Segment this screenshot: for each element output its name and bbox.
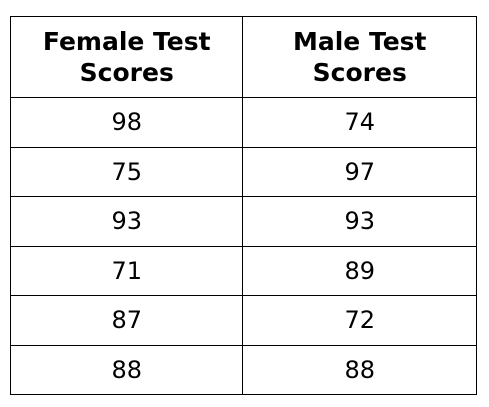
header-line: Female Test xyxy=(42,27,211,56)
table-row: 75 97 xyxy=(9,146,477,197)
female-score-cell: 87 xyxy=(9,295,244,346)
table-row: 88 88 xyxy=(9,344,477,395)
male-score-cell: 72 xyxy=(242,295,477,346)
male-score-cell: 89 xyxy=(242,245,477,296)
header-row: Female Test Scores Male Test Scores xyxy=(9,16,477,98)
table-row: 93 93 xyxy=(9,196,477,247)
male-score-cell: 74 xyxy=(242,97,477,148)
male-score-cell: 93 xyxy=(242,196,477,247)
female-score-cell: 71 xyxy=(9,245,244,296)
table-body: 98 74 75 97 93 93 71 89 87 72 88 88 xyxy=(9,97,477,395)
table-row: 87 72 xyxy=(9,295,477,346)
male-score-cell: 97 xyxy=(242,146,477,197)
table-row: 71 89 xyxy=(9,245,477,296)
female-score-cell: 93 xyxy=(9,196,244,247)
column-header-female: Female Test Scores xyxy=(9,16,244,98)
female-score-cell: 75 xyxy=(9,146,244,197)
male-score-cell: 88 xyxy=(242,344,477,395)
header-line: Male Test xyxy=(292,27,427,56)
header-line: Scores xyxy=(312,58,407,87)
female-score-cell: 88 xyxy=(9,344,244,395)
table-header: Female Test Scores Male Test Scores xyxy=(9,16,477,98)
test-scores-table: Female Test Scores Male Test Scores 98 7… xyxy=(9,16,477,395)
header-line: Scores xyxy=(79,58,174,87)
female-score-cell: 98 xyxy=(9,97,244,148)
table-row: 98 74 xyxy=(9,97,477,148)
column-header-male: Male Test Scores xyxy=(242,16,477,98)
